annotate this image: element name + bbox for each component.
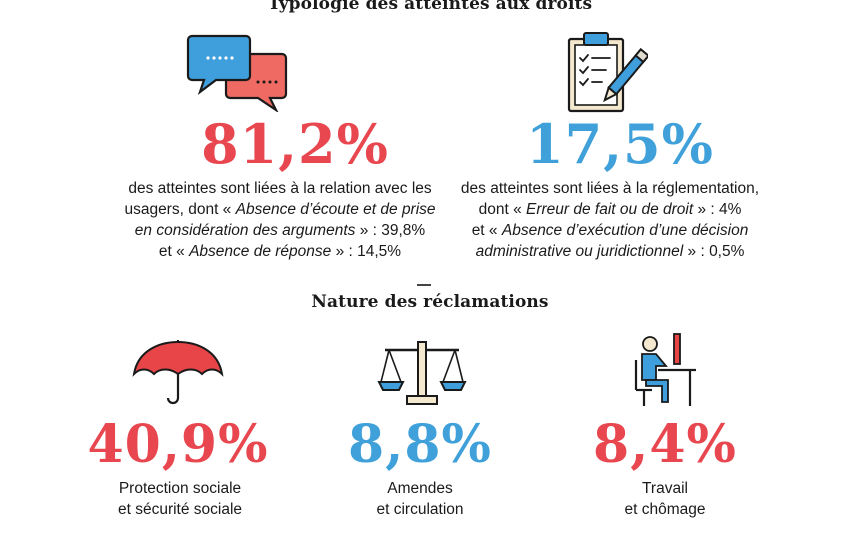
person-at-desk-icon xyxy=(632,330,698,410)
label-protection-sociale: Protection sociale et sécurité sociale xyxy=(80,478,280,520)
desc-line: en considération des arguments » : 39,8% xyxy=(134,222,426,239)
scales-icon xyxy=(377,338,467,408)
label-line: et chômage xyxy=(624,501,706,518)
label-line: Travail xyxy=(642,480,688,497)
desc-line: usagers, dont « Absence d’écoute et de p… xyxy=(124,201,436,218)
description-reglementation: des atteintes sont liées à la réglementa… xyxy=(380,178,840,262)
umbrella-icon xyxy=(130,338,226,408)
divider xyxy=(417,284,431,286)
speech-bubbles-icon xyxy=(186,34,288,114)
desc-line: des atteintes sont liées à la réglementa… xyxy=(460,180,760,197)
desc-line: administrative ou juridictionnel » : 0,5… xyxy=(475,243,745,260)
percent-relation-usagers: 81,2% xyxy=(201,112,389,176)
label-line: et circulation xyxy=(376,501,464,518)
section-title-nature: Nature des réclamations xyxy=(311,292,549,312)
description-relation-usagers: des atteintes sont liées à la relation a… xyxy=(30,178,530,262)
desc-line: des atteintes sont liées à la relation a… xyxy=(128,180,432,197)
label-amendes: Amendes et circulation xyxy=(320,478,520,520)
clipboard-checklist-icon xyxy=(566,30,650,114)
desc-line: dont « Erreur de fait ou de droit » : 4% xyxy=(478,201,742,218)
label-line: Protection sociale xyxy=(118,480,242,497)
label-travail: Travail et chômage xyxy=(565,478,765,520)
percent-protection-sociale: 40,9% xyxy=(87,414,269,475)
desc-line: et « Absence d’exécution d’une décision xyxy=(471,222,749,239)
percent-amendes: 8,8% xyxy=(348,414,492,475)
desc-line: et « Absence de réponse » : 14,5% xyxy=(158,243,402,260)
percent-travail: 8,4% xyxy=(593,414,737,475)
percent-reglementation: 17,5% xyxy=(526,112,714,176)
section-title-typologie: Typologie des atteintes aux droits xyxy=(267,0,593,14)
label-line: et sécurité sociale xyxy=(117,501,243,518)
label-line: Amendes xyxy=(387,480,453,497)
